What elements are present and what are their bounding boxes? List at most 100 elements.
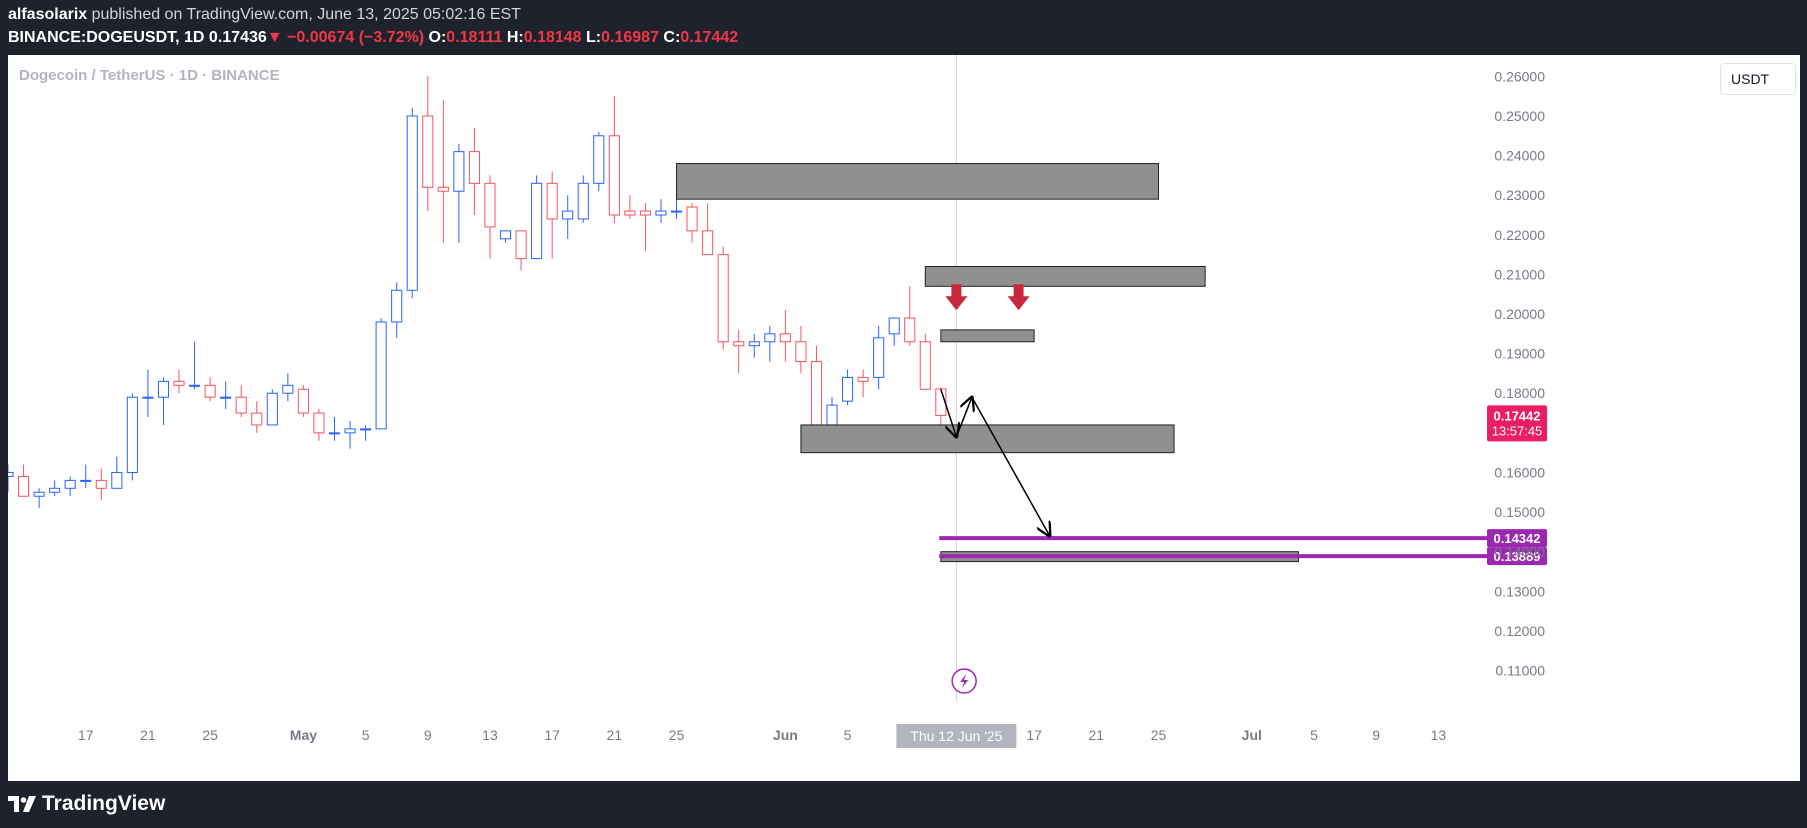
publication-header: alfasolarix published on TradingView.com… [0,0,1807,55]
candle-body [779,333,791,343]
candle-body [857,376,869,382]
candle-body [173,380,185,386]
candle-body [204,384,216,398]
price-axis-tick: 0.25000 [1494,108,1545,124]
candle-body [733,341,745,347]
candle-body [562,210,574,220]
candle-body [126,396,138,473]
zone-rectangle [940,329,1035,343]
candle-body [639,210,651,216]
time-axis-tick: 5 [1310,727,1318,743]
author-name[interactable]: alfasolarix [8,6,88,23]
projection-arrow [940,389,957,437]
price-axis-tick: 0.21000 [1494,266,1545,282]
candle-body [17,475,30,497]
price-axis-tick: 0.16000 [1494,464,1545,480]
candle-body [499,230,512,240]
projection-arrow [955,397,972,438]
last-price-value: 0.17442 [1494,408,1541,423]
time-axis-tick: 21 [1089,727,1105,743]
projection-arrow [971,396,1050,536]
price-axis-tick: 0.13000 [1494,583,1545,599]
crosshair-time-tag [896,724,1017,748]
candle-body [8,471,14,477]
high-value: 0.18148 [523,29,582,46]
tradingview-logo[interactable]: TradingView [8,792,165,816]
candle-body [64,479,76,489]
candle-body [328,432,341,435]
time-axis-tick: 17 [78,727,94,743]
time-axis-tick: 25 [1151,727,1167,743]
brand-name: TradingView [42,792,166,815]
high-label: H: [506,29,524,46]
candle-countdown: 13:57:45 [1492,423,1543,438]
last-price-tag [1487,405,1547,442]
time-axis-tick: 25 [202,727,218,743]
chart-area[interactable]: 0.14342 0.13889 0.26000 0.25000 0.24000 0.230… [8,55,1800,781]
interval-label: 1D [184,29,205,46]
candle-body [266,392,278,426]
price-chart[interactable]: 0.14342 0.13889 0.26000 0.25000 0.24000 0.230… [8,55,1800,781]
level-price-label: 0.14342 [1494,531,1541,546]
candle-body [764,333,776,343]
footer-bar: TradingView [0,781,1807,828]
candle-body [842,376,854,402]
candle-body [406,115,418,291]
candle-body [282,384,294,394]
candle-body [546,182,558,220]
time-axis-tick: 5 [362,727,370,743]
close-value: 0.17442 [680,29,739,46]
low-value: 0.16987 [601,29,659,46]
currency-button[interactable]: USDT [1720,63,1796,95]
price-axis-tick: 0.12000 [1494,623,1545,639]
open-value: 0.18111 [446,29,503,46]
published-text: published on TradingView.com, June 13, 2… [91,6,521,23]
ohlc-line: BINANCE:DOGEUSDT, 1D 0.17436▼ −0.00674 (… [8,29,739,46]
price-axis-tick: 0.22000 [1494,227,1545,243]
candle-body [220,396,232,399]
tradingview-logo-icon [8,796,36,812]
price-axis-tick: 0.11000 [1495,663,1545,679]
candle-body [593,135,605,184]
candle-body [95,479,107,489]
candle-body [422,115,434,188]
price-axis-tick: 0.26000 [1494,68,1545,84]
time-axis-tick: 9 [424,727,432,743]
candle-body [80,479,92,482]
close-label: C: [663,29,681,46]
candle-body [142,396,154,399]
candle-body [468,151,480,184]
change-down-icon: ▼ [266,29,283,46]
zone-rectangle [800,424,1175,454]
candle-body [748,341,760,347]
time-axis-tick: 17 [544,727,560,743]
candle-body [360,428,372,431]
down-arrow-icon [945,284,968,311]
candle-body [111,471,123,489]
candle-body [717,254,729,343]
candle-body [453,151,465,192]
candle-body [157,380,170,398]
time-axis-tick: 13 [1431,727,1447,743]
candle-body [795,341,807,363]
symbol-description: Dogecoin / TetherUS · 1D · BINANCE [19,67,280,84]
time-axis-tick: May [290,727,317,743]
last-price: 0.17436 [208,29,267,46]
price-axis-tick: 0.19000 [1494,346,1545,362]
candle-body [608,135,620,216]
candle-body [375,321,387,430]
candle-body [888,317,900,335]
time-axis-tick: 25 [669,727,685,743]
level-price-tag [1487,547,1547,566]
candle-body [251,412,263,426]
candle-body [391,289,403,323]
level-price-tag [1487,529,1547,548]
candle-body [515,230,527,260]
candle-body [919,341,931,390]
zone-rectangle [676,163,1160,200]
candle-body [686,206,698,232]
candle-body [935,388,947,416]
time-axis-tick: Jun [773,727,798,743]
candle-body [235,396,247,414]
candle-body [873,337,885,378]
